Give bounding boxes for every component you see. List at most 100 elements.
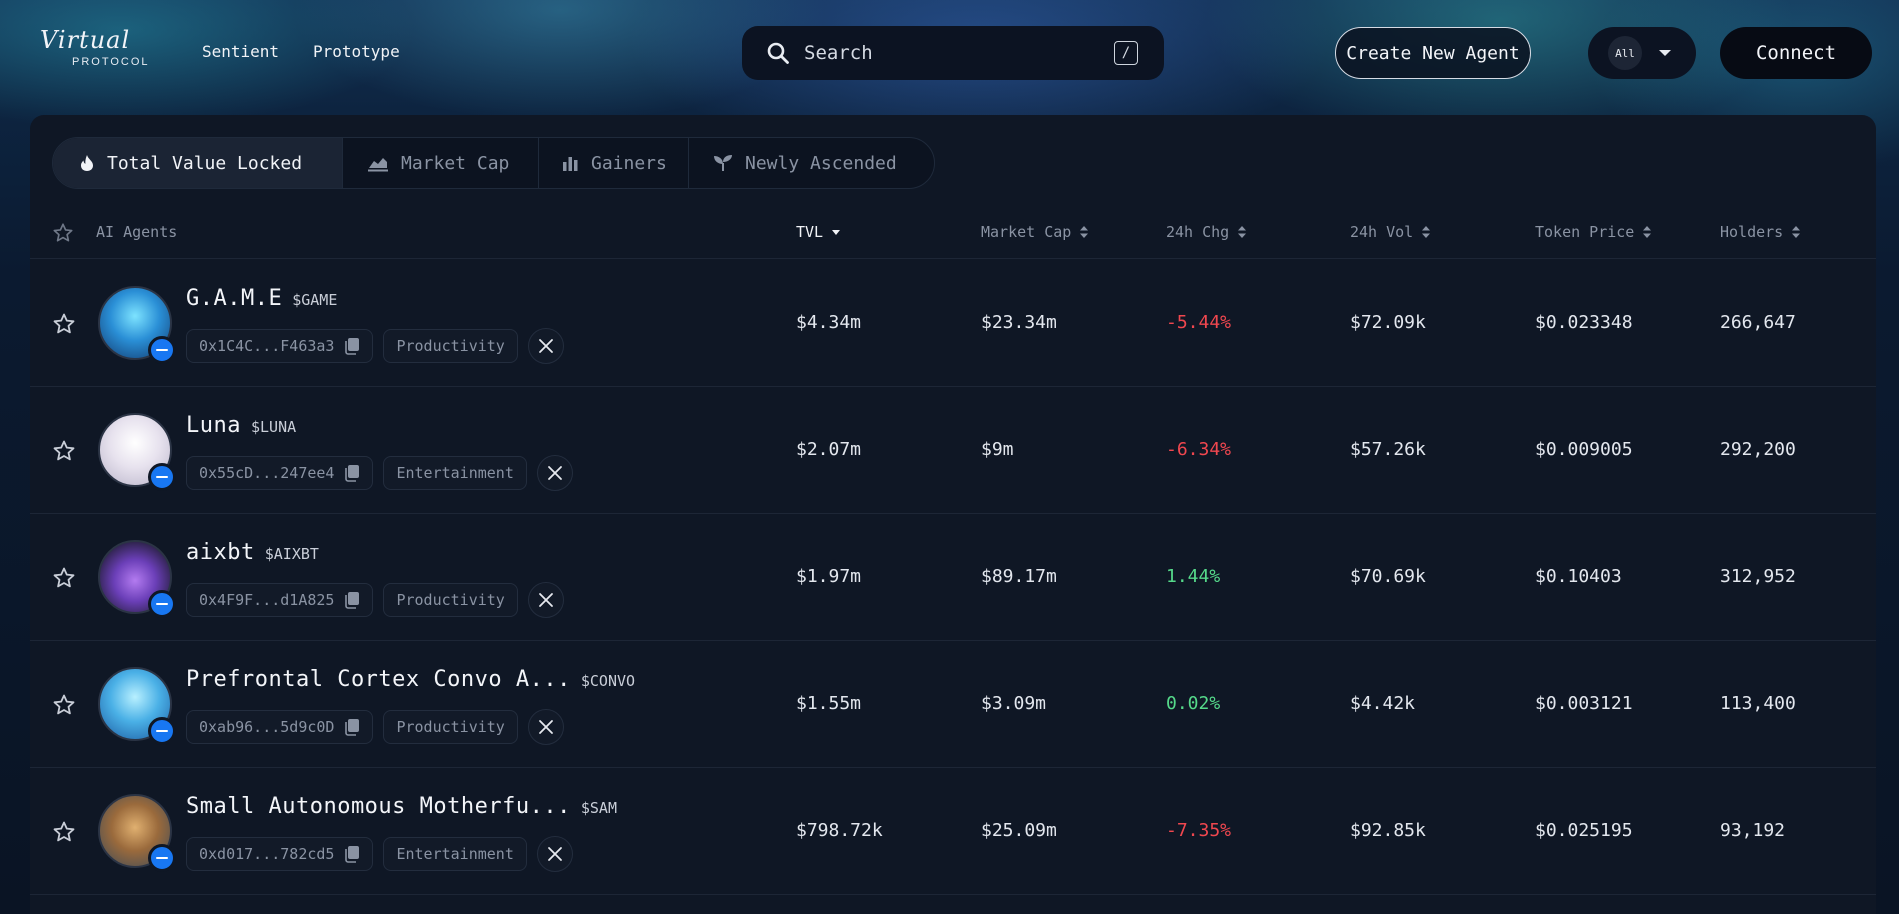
chain-filter-value: All <box>1608 36 1642 70</box>
star-outline-icon[interactable] <box>52 222 74 244</box>
agent-name: aixbt <box>186 540 255 565</box>
x-twitter-link[interactable] <box>527 709 564 745</box>
star-outline-icon[interactable] <box>52 439 76 463</box>
sort-icon <box>1422 226 1431 238</box>
copy-icon[interactable] <box>344 591 360 609</box>
x-twitter-link[interactable] <box>527 582 564 618</box>
holders-value: 93,192 <box>1720 820 1786 841</box>
contract-address-chip[interactable]: 0x1C4C...F463a3 <box>186 329 374 363</box>
copy-icon[interactable] <box>344 845 360 863</box>
change-24h-value: 1.44% <box>1166 566 1221 587</box>
change-24h-value: -5.44% <box>1166 312 1232 333</box>
contract-address-chip[interactable]: 0x4F9F...d1A825 <box>186 583 374 617</box>
chain-filter-dropdown[interactable]: All <box>1588 27 1696 79</box>
category-tag[interactable]: Entertainment <box>383 837 527 871</box>
star-outline-icon[interactable] <box>52 566 76 590</box>
column-24h-chg[interactable]: 24h Chg <box>1166 223 1247 241</box>
column-label: Holders <box>1720 223 1784 241</box>
create-new-agent-button[interactable]: Create New Agent <box>1335 27 1531 79</box>
contract-address-chip[interactable]: 0x55cD...247ee4 <box>186 456 374 490</box>
connect-wallet-button[interactable]: Connect <box>1720 27 1872 79</box>
sort-icon <box>1792 226 1801 238</box>
sort-icon <box>1080 226 1089 238</box>
table-row[interactable]: Small Autonomous Motherfu... $SAM 0xd017… <box>30 768 1876 895</box>
category-tag[interactable]: Productivity <box>383 329 518 363</box>
category-tag[interactable]: Productivity <box>383 710 518 744</box>
agent-ticker: $GAME <box>292 291 338 309</box>
verified-badge-icon <box>148 590 176 618</box>
agent-meta: 0xd017...782cd5 Entertainment <box>186 836 573 872</box>
virtuals-logo[interactable]: Virtual PROTOCOL <box>40 28 170 78</box>
x-logo-icon <box>538 339 553 353</box>
table-row[interactable]: Prefrontal Cortex Convo A... $CONVO 0xab… <box>30 641 1876 768</box>
column-market-cap[interactable]: Market Cap <box>981 223 1089 241</box>
category-tag[interactable]: Productivity <box>383 583 518 617</box>
tab-gainers[interactable]: Gainers <box>539 138 689 188</box>
tab-total-value-locked[interactable]: Total Value Locked <box>53 138 343 188</box>
volume-24h-value: $57.26k <box>1350 439 1426 460</box>
sort-icon <box>1643 226 1652 238</box>
agent-title[interactable]: G.A.M.E $GAME <box>186 286 337 311</box>
x-twitter-link[interactable] <box>527 328 564 364</box>
agent-title[interactable]: aixbt $AIXBT <box>186 540 319 565</box>
column-ai-agents: AI Agents <box>96 223 178 241</box>
table-row[interactable]: aixbt $AIXBT 0x4F9F...d1A825 Productivit… <box>30 514 1876 641</box>
verified-badge-icon <box>148 336 176 364</box>
market-cap-value: $89.17m <box>981 566 1057 587</box>
flame-icon <box>81 155 93 171</box>
copy-icon[interactable] <box>344 464 360 482</box>
nav-sentient[interactable]: Sentient <box>202 42 280 61</box>
agent-title[interactable]: Prefrontal Cortex Convo A... $CONVO <box>186 667 635 692</box>
verified-badge-icon <box>148 463 176 491</box>
contract-address: 0x4F9F...d1A825 <box>199 591 335 609</box>
table-row[interactable]: G.A.M.E $GAME 0x1C4C...F463a3 Productivi… <box>30 260 1876 387</box>
search-input[interactable]: Search / <box>742 26 1164 80</box>
star-outline-icon[interactable] <box>52 312 76 336</box>
sort-desc-icon <box>832 230 841 235</box>
sort-icon <box>1238 226 1247 238</box>
x-twitter-link[interactable] <box>536 455 573 491</box>
tvl-value: $2.07m <box>796 439 862 460</box>
column-holders[interactable]: Holders <box>1720 223 1801 241</box>
agent-ticker: $CONVO <box>580 672 636 690</box>
search-placeholder: Search <box>804 42 873 64</box>
star-outline-icon[interactable] <box>52 820 76 844</box>
chevron-down-icon <box>1659 50 1671 56</box>
copy-icon[interactable] <box>344 337 360 355</box>
volume-24h-value: $72.09k <box>1350 312 1426 333</box>
agent-ticker: $SAM <box>580 799 617 817</box>
logo-wordmark: Virtual <box>40 26 131 54</box>
column-token-price[interactable]: Token Price <box>1535 223 1652 241</box>
tab-market-cap[interactable]: Market Cap <box>343 138 539 188</box>
x-twitter-link[interactable] <box>536 836 573 872</box>
agent-title[interactable]: Small Autonomous Motherfu... $SAM <box>186 794 617 819</box>
contract-address: 0xd017...782cd5 <box>199 845 335 863</box>
star-outline-icon[interactable] <box>52 693 76 717</box>
token-price-value: $0.025195 <box>1535 820 1633 841</box>
agents-panel: Total Value Locked Market Cap Gainers Ne… <box>30 115 1876 914</box>
sprout-icon <box>714 155 732 171</box>
token-price-value: $0.10403 <box>1535 566 1622 587</box>
token-price-value: $0.023348 <box>1535 312 1633 333</box>
tab-label: Total Value Locked <box>107 152 303 174</box>
agent-title[interactable]: Luna $LUNA <box>186 413 296 438</box>
category-tag[interactable]: Entertainment <box>383 456 527 490</box>
x-logo-icon <box>538 593 553 607</box>
agent-meta: 0xab96...5d9c0D Productivity <box>186 709 564 745</box>
volume-24h-value: $70.69k <box>1350 566 1426 587</box>
contract-address-chip[interactable]: 0xd017...782cd5 <box>186 837 374 871</box>
tab-newly-ascended[interactable]: Newly Ascended <box>689 138 934 188</box>
holders-value: 113,400 <box>1720 693 1796 714</box>
agent-name: Luna <box>186 413 241 438</box>
column-label: 24h Chg <box>1166 223 1230 241</box>
column-24h-vol[interactable]: 24h Vol <box>1350 223 1431 241</box>
search-icon <box>767 42 789 64</box>
volume-24h-value: $4.42k <box>1350 693 1416 714</box>
column-label: Market Cap <box>981 223 1072 241</box>
table-row[interactable]: Luna $LUNA 0x55cD...247ee4 Entertainment… <box>30 387 1876 514</box>
contract-address-chip[interactable]: 0xab96...5d9c0D <box>186 710 374 744</box>
column-tvl[interactable]: TVL <box>796 223 841 241</box>
copy-icon[interactable] <box>344 718 360 736</box>
nav-prototype[interactable]: Prototype <box>313 42 400 61</box>
agent-meta: 0x4F9F...d1A825 Productivity <box>186 582 564 618</box>
